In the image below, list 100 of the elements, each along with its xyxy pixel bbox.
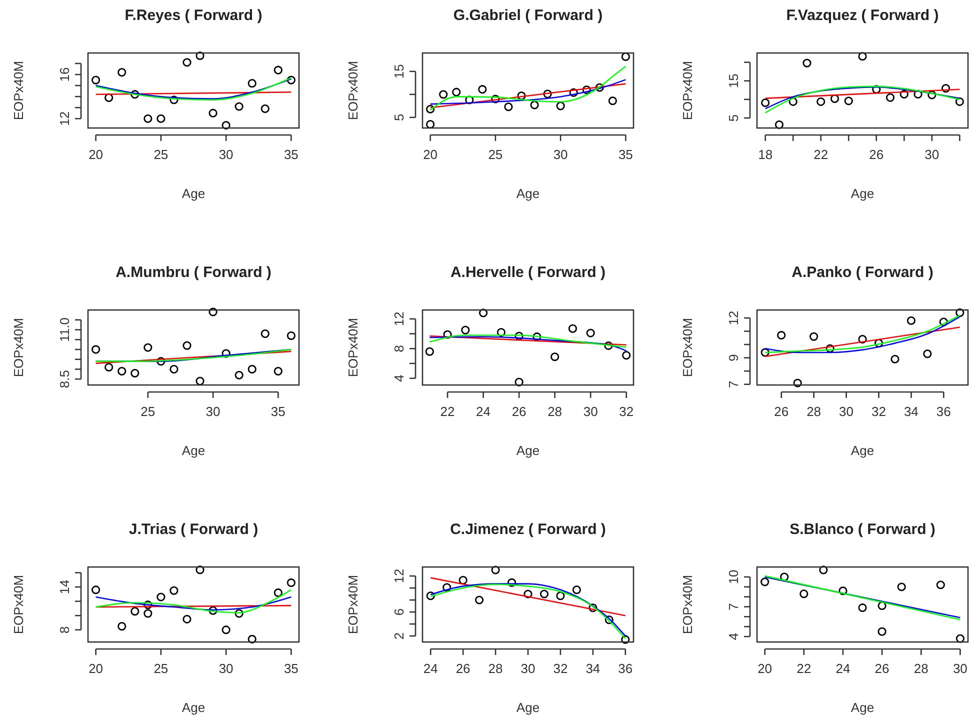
point (248, 79, 256, 88)
y-tick-label: 8.5 (57, 370, 72, 388)
chart-title: J.Trias ( Forward ) (128, 521, 258, 538)
point (858, 52, 867, 61)
point (156, 114, 166, 123)
point (439, 90, 448, 99)
point (604, 341, 613, 350)
x-tick-label: 28 (488, 661, 503, 676)
y-tick-label: 8 (57, 626, 72, 634)
point (92, 345, 100, 354)
y-tick-label: 15 (392, 64, 406, 79)
point (196, 51, 204, 60)
x-tick-label: 20 (88, 147, 104, 162)
point (582, 86, 591, 94)
point (426, 104, 435, 114)
point (530, 100, 539, 110)
point (569, 88, 578, 97)
y-tick-label: 2 (392, 632, 406, 640)
point (928, 90, 936, 100)
x-tick-label: 32 (871, 404, 886, 419)
point (426, 120, 435, 129)
point (248, 364, 256, 374)
point (586, 328, 595, 338)
point (465, 96, 474, 104)
y-tick-label: 8 (392, 344, 406, 352)
y-axis-title: EOPx40M (11, 574, 26, 634)
point (144, 343, 152, 352)
point (286, 578, 296, 588)
point (274, 588, 282, 598)
x-tick-label: 26 (869, 147, 884, 162)
point (118, 622, 126, 631)
y-tick-label: 7 (726, 380, 741, 388)
y-tick-label: 9 (726, 354, 741, 362)
y-tick-label: 5 (726, 114, 741, 122)
y-tick-label: 4 (392, 374, 406, 382)
point (886, 93, 895, 102)
point (816, 97, 826, 106)
x-tick-label: 26 (456, 661, 470, 676)
y-axis-title: EOPx40M (680, 574, 695, 634)
point (604, 616, 614, 624)
chart-title: A.Hervelle ( Forward ) (450, 264, 606, 281)
x-tick-label: 25 (154, 147, 168, 162)
point (826, 344, 834, 353)
point (543, 90, 552, 98)
point (800, 590, 808, 598)
point (452, 88, 461, 96)
point (802, 58, 812, 68)
x-tick-label: 30 (206, 404, 220, 419)
x-tick-label: 22 (814, 147, 828, 162)
point (556, 102, 565, 110)
point (830, 94, 840, 103)
y-tick-label: 6 (392, 608, 406, 616)
point (819, 566, 828, 574)
x-axis-title: Age (182, 186, 206, 201)
x-axis-title: Age (516, 186, 540, 201)
x-tick-label: 26 (774, 404, 789, 419)
point (144, 609, 152, 618)
x-tick-label: 35 (270, 404, 286, 419)
y-axis-title: EOPx40M (11, 318, 26, 378)
point (844, 96, 853, 106)
y-tick-label: 12 (726, 310, 741, 326)
x-axis-title: Age (850, 700, 874, 715)
y-tick-label: 12 (392, 312, 406, 326)
point (540, 590, 549, 598)
x-axis-title: Age (182, 443, 206, 458)
point (92, 586, 100, 594)
point (118, 68, 126, 77)
x-tick-label: 32 (553, 661, 568, 676)
x-tick-label: 28 (806, 404, 822, 419)
x-tick-label: 34 (904, 404, 918, 419)
x-axis-title: Age (850, 186, 874, 201)
point (858, 603, 867, 612)
point (478, 85, 487, 94)
x-tick-label: 22 (796, 661, 812, 676)
x-axis-title: Age (516, 700, 540, 715)
point (443, 330, 452, 339)
x-tick-label: 36 (936, 404, 951, 419)
point (208, 308, 218, 316)
y-axis-title: EOPx40M (680, 318, 695, 378)
x-tick-label: 25 (140, 404, 156, 419)
y-tick-label: 10 (726, 570, 741, 584)
point (104, 93, 114, 102)
point (838, 586, 848, 596)
point (458, 576, 468, 584)
x-tick-label: 26 (874, 661, 890, 676)
point (104, 362, 114, 372)
x-tick-label: 25 (154, 661, 168, 676)
point (780, 572, 789, 582)
y-axis-title: EOPx40M (680, 60, 695, 120)
point (130, 606, 140, 616)
y-axis-title: EOPx40M (346, 574, 360, 634)
point (760, 578, 770, 586)
y-axis-title: EOPx40M (11, 60, 26, 120)
point (196, 566, 204, 574)
point (858, 334, 867, 344)
point (130, 90, 140, 99)
point (872, 85, 881, 94)
y-tick-label: 12 (392, 568, 406, 584)
point (793, 378, 802, 388)
x-tick-label: 30 (553, 147, 568, 162)
